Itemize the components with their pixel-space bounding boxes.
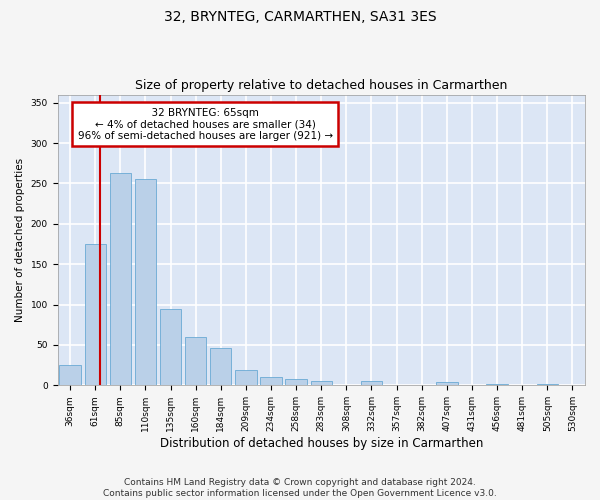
- Bar: [487, 384, 508, 386]
- X-axis label: Distribution of detached houses by size in Carmarthen: Distribution of detached houses by size …: [160, 437, 483, 450]
- Bar: [185, 337, 206, 386]
- Text: 32, BRYNTEG, CARMARTHEN, SA31 3ES: 32, BRYNTEG, CARMARTHEN, SA31 3ES: [164, 10, 436, 24]
- Bar: [235, 370, 257, 386]
- Title: Size of property relative to detached houses in Carmarthen: Size of property relative to detached ho…: [135, 79, 508, 92]
- Bar: [436, 382, 458, 386]
- Bar: [361, 382, 382, 386]
- Text: 32 BRYNTEG: 65sqm  
← 4% of detached houses are smaller (34)
96% of semi-detache: 32 BRYNTEG: 65sqm ← 4% of detached house…: [77, 108, 333, 141]
- Bar: [135, 180, 156, 386]
- Bar: [536, 384, 558, 386]
- Bar: [286, 379, 307, 386]
- Text: Contains HM Land Registry data © Crown copyright and database right 2024.
Contai: Contains HM Land Registry data © Crown c…: [103, 478, 497, 498]
- Bar: [260, 378, 282, 386]
- Bar: [160, 308, 181, 386]
- Bar: [210, 348, 232, 386]
- Bar: [85, 244, 106, 386]
- Bar: [311, 382, 332, 386]
- Y-axis label: Number of detached properties: Number of detached properties: [15, 158, 25, 322]
- Bar: [59, 365, 81, 386]
- Bar: [110, 173, 131, 386]
